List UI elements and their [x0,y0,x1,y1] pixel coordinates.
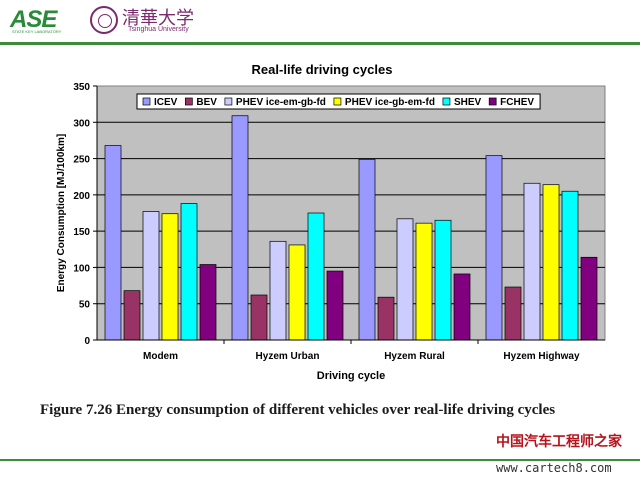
bar-fchev-1 [326,270,344,341]
lab-logo: ASE STATE KEY LABORATORY [10,6,76,36]
axes: 0 50 100 150 200 250 300 350 Modem Hyzem Urban Hyz… [73,82,605,362]
bar-bev-3 [504,286,522,341]
bar-shev-3 [561,190,579,341]
legend-swatch [442,97,451,106]
bar-phev-ice-em-gb-fd-1 [269,240,287,341]
bar-phev-ice-em-gb-fd-0 [142,211,160,341]
bar-fchev-2 [453,273,471,341]
legend-label: PHEV ice-em-gb-fd [236,97,326,108]
bar-icev-0 [104,145,122,341]
bars [104,115,598,341]
bar-bev-2 [377,296,395,341]
legend-swatch [333,97,342,106]
legend-swatch [142,97,151,106]
bar-shev-0 [180,203,198,341]
bar-shev-1 [307,212,325,341]
header-rule [0,42,640,45]
y-tick-label: 350 [73,82,90,93]
bar-phev-ice-gb-em-fd-0 [161,213,179,341]
y-tick-label: 0 [84,336,90,347]
x-tick-label: Modem [143,351,178,362]
legend-label: SHEV [454,97,482,108]
lab-logo-text: ASE [10,6,57,33]
footer-rule [0,459,640,461]
legend-swatch [224,97,233,106]
legend-swatch [488,97,497,106]
university-name: 清華大学 [122,8,194,29]
bar-phev-ice-gb-em-fd-1 [288,244,306,341]
lab-logo-subtext: STATE KEY LABORATORY [12,29,62,34]
energy-consumption-chart: Real-life driving cycles 0 50 100 150 200 250… [56,62,606,382]
y-tick-label: 100 [73,263,90,274]
legend-label: ICEV [154,97,178,108]
x-tick-label: Hyzem Urban [256,351,320,362]
bar-shev-2 [434,219,452,341]
legend-swatch [184,97,193,106]
y-tick-label: 150 [73,227,90,238]
legend: ICEV BEV PHEV ice-em-gb-fd PHEV ice-gb-em-f… [136,93,541,110]
y-tick-label: 200 [73,191,90,202]
slide-header: ASE STATE KEY LABORATORY 清華大学 Tsinghua U… [0,0,640,44]
x-axis-label: Driving cycle [317,370,385,382]
university-subtitle: Tsinghua University [128,26,189,33]
bar-icev-2 [358,158,376,341]
y-axis-label: Energy Consumption [MJ/100km] [56,134,67,292]
x-tick-label: Hyzem Rural [384,351,445,362]
y-tick-label: 250 [73,155,90,166]
figure-caption: Figure 7.26 Energy consumption of differ… [40,402,556,418]
watermark-url: www.cartech8.com [496,461,612,475]
watermark-cn: 中国汽车工程师之家 [496,434,622,450]
bar-fchev-0 [199,264,217,341]
chart-title: Real-life driving cycles [252,62,393,77]
y-tick-label: 50 [79,300,91,311]
bar-icev-1 [231,115,249,341]
x-tick-label: Hyzem Highway [503,351,580,362]
legend-label: BEV [196,97,217,108]
bar-phev-ice-gb-em-fd-2 [415,222,433,341]
bar-phev-ice-em-gb-fd-2 [396,218,414,341]
bar-phev-ice-em-gb-fd-3 [523,182,541,341]
bar-icev-3 [485,155,503,341]
bar-phev-ice-gb-em-fd-3 [542,184,560,341]
bar-fchev-3 [580,256,598,341]
university-seal-icon [90,6,118,34]
legend-label: FCHEV [500,97,534,108]
bar-bev-1 [250,294,268,341]
bar-bev-0 [123,290,141,341]
y-tick-label: 300 [73,118,90,129]
legend-label: PHEV ice-gb-em-fd [345,97,435,108]
